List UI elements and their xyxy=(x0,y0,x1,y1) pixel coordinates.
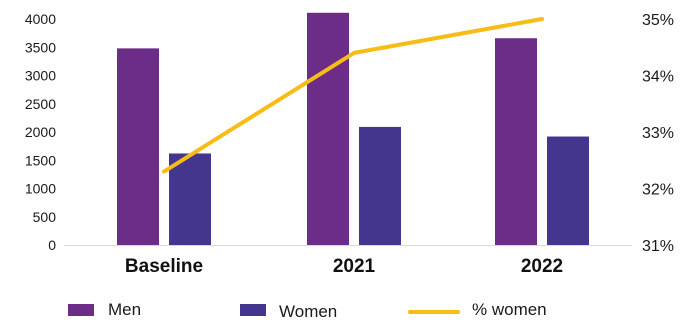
women-bar xyxy=(169,153,211,245)
left-tick-label: 2500 xyxy=(25,96,56,112)
left-tick-label: 1500 xyxy=(25,152,56,168)
men-bar xyxy=(495,38,537,246)
legend-label-men: Men xyxy=(108,300,141,319)
pct-women-point xyxy=(163,171,165,173)
category-label: 2021 xyxy=(333,256,376,277)
bars xyxy=(117,12,589,246)
pct-women-line xyxy=(162,17,544,174)
legend: Men Women % women xyxy=(68,300,547,321)
women-bar xyxy=(547,136,589,245)
legend-swatch-men xyxy=(68,304,94,316)
right-tick-label: 32% xyxy=(642,182,674,199)
category-label: Baseline xyxy=(125,256,203,277)
left-tick-label: 3500 xyxy=(25,39,56,55)
right-tick-label: 35% xyxy=(642,12,674,29)
legend-swatch-women xyxy=(240,304,266,316)
right-tick-label: 31% xyxy=(642,238,674,255)
legend-label-women: Women xyxy=(279,302,337,321)
left-tick-label: 0 xyxy=(48,237,56,253)
left-tick-label: 3000 xyxy=(25,68,56,84)
men-bar xyxy=(117,48,159,245)
pct-women-point xyxy=(353,52,355,54)
left-tick-label: 500 xyxy=(33,209,57,225)
men-bar xyxy=(307,12,349,245)
category-label: 2022 xyxy=(521,256,563,277)
left-tick-label: 4000 xyxy=(25,11,56,27)
pct-women-line-group xyxy=(162,17,544,174)
category-labels: Baseline 2021 2022 xyxy=(125,256,563,277)
right-axis-ticks: 31% 32% 33% 34% 35% xyxy=(642,12,674,255)
left-axis-ticks: 0 500 1000 1500 2000 2500 3000 3500 4000 xyxy=(25,11,56,253)
right-tick-label: 33% xyxy=(642,125,674,142)
women-bar xyxy=(359,126,401,245)
pct-women-point xyxy=(541,18,543,20)
left-tick-label: 1000 xyxy=(25,181,56,197)
left-tick-label: 2000 xyxy=(25,124,56,140)
right-tick-label: 34% xyxy=(642,69,674,86)
legend-label-pct-women: % women xyxy=(472,300,547,319)
